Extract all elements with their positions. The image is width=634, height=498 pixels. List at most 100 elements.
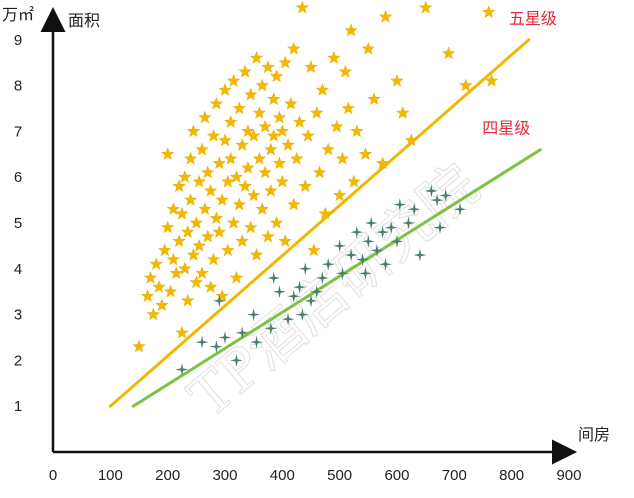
four-star-point [384, 221, 398, 235]
five-star-point [298, 179, 312, 193]
y-tick-label: 1 [14, 398, 22, 415]
four-star-point [281, 312, 295, 326]
five-star-point [375, 156, 390, 170]
x-tick-label: 400 [270, 467, 295, 484]
five-star-point [258, 119, 272, 133]
five-star-point [338, 64, 353, 78]
five-star-point [347, 174, 361, 188]
five-star-point [212, 156, 226, 170]
five-star-point [209, 211, 224, 225]
five-star-point [149, 257, 163, 270]
five-star-point [235, 234, 249, 248]
five-star-point [203, 183, 218, 197]
four-star-point [321, 257, 335, 271]
five-star-point [244, 87, 258, 101]
four-star-point [247, 308, 261, 322]
five-star-point [203, 280, 218, 293]
five-star-point [180, 225, 195, 238]
four-star-point [195, 335, 209, 349]
five-star-point [327, 51, 341, 64]
five-star-point [218, 133, 232, 147]
four-star-point [293, 280, 307, 294]
five-star-point [201, 229, 215, 243]
y-tick-label: 9 [14, 32, 22, 49]
y-tick-label: 8 [14, 78, 22, 95]
five-star-point [255, 202, 269, 215]
five-star-point [287, 197, 301, 211]
four-star-point [344, 248, 358, 262]
four-star-point [424, 184, 438, 198]
five-star-point [192, 174, 206, 188]
four-star-point [298, 262, 312, 276]
five-star-point [284, 96, 298, 110]
five-star-point [163, 284, 178, 298]
five-star-point [281, 138, 295, 151]
five-star-point [158, 243, 172, 257]
x-tick-label: 900 [556, 467, 581, 484]
five-star-point [335, 151, 350, 165]
five-star-point [341, 101, 355, 115]
five-star-point [152, 280, 166, 293]
five-star-point [186, 124, 201, 138]
five-star-point [287, 41, 301, 55]
four-star-point [361, 234, 375, 248]
five-star-point [178, 170, 192, 183]
five-star-point [266, 128, 281, 142]
five-star-point [289, 151, 304, 165]
x-tick-label: 0 [49, 467, 57, 484]
five-star-point [160, 147, 175, 161]
x-tick-label: 100 [98, 467, 123, 484]
four-star-point [430, 193, 444, 207]
five-star-point [201, 165, 215, 179]
five-star-point [258, 165, 272, 179]
x-tick-label: 700 [442, 467, 467, 484]
four-star-point [413, 248, 427, 262]
five-star-point [244, 220, 258, 234]
five-star-point [264, 142, 278, 156]
five-star-point [361, 41, 376, 55]
five-star-point [218, 83, 232, 96]
four-star-point [390, 234, 404, 248]
five-star-point [198, 110, 212, 124]
four-star-point [264, 321, 278, 335]
five-star-point [261, 229, 275, 243]
five-star-point [132, 339, 146, 353]
five-star-point [198, 202, 212, 215]
five-star-point [301, 128, 315, 142]
five-star-point [195, 142, 209, 156]
five-star-point [223, 151, 238, 165]
x-tick-label: 600 [384, 467, 409, 484]
five-star-point [175, 206, 189, 220]
five-star-point [206, 128, 221, 142]
four-star-point [209, 340, 223, 354]
five-star-point [390, 73, 404, 87]
y-tick-label: 5 [14, 215, 22, 232]
four-star-point [407, 202, 421, 216]
trend-line [131, 148, 542, 408]
five-star-point [309, 106, 324, 119]
five-star-point [307, 243, 321, 257]
y-tick-label: 4 [14, 261, 22, 278]
five-star-point [264, 183, 278, 197]
five-star-point [235, 138, 249, 151]
five-star-point [272, 156, 287, 170]
y-axis-unit: 万㎡ [2, 5, 34, 24]
four-star-point [175, 363, 189, 377]
five-star-point [212, 225, 226, 238]
five-star-point [246, 188, 261, 202]
five-star-point [459, 78, 473, 92]
five-star-point [155, 298, 169, 312]
y-tick-label: 2 [14, 352, 22, 369]
axis-ticks: 0 100 200 300 400 500 600 700 800 900 1 2 3 4 5 6 7 8 9 [14, 32, 582, 484]
five-star-point [304, 60, 318, 74]
five-star-point [255, 78, 269, 92]
five-star-point [140, 289, 155, 303]
five-star-point [330, 119, 344, 133]
five-star-point [249, 247, 264, 261]
five-star-point [318, 206, 333, 220]
five-star-point [275, 124, 290, 138]
five-star-point [246, 128, 261, 142]
five-star-point [221, 243, 235, 257]
five-star-point [261, 60, 275, 74]
